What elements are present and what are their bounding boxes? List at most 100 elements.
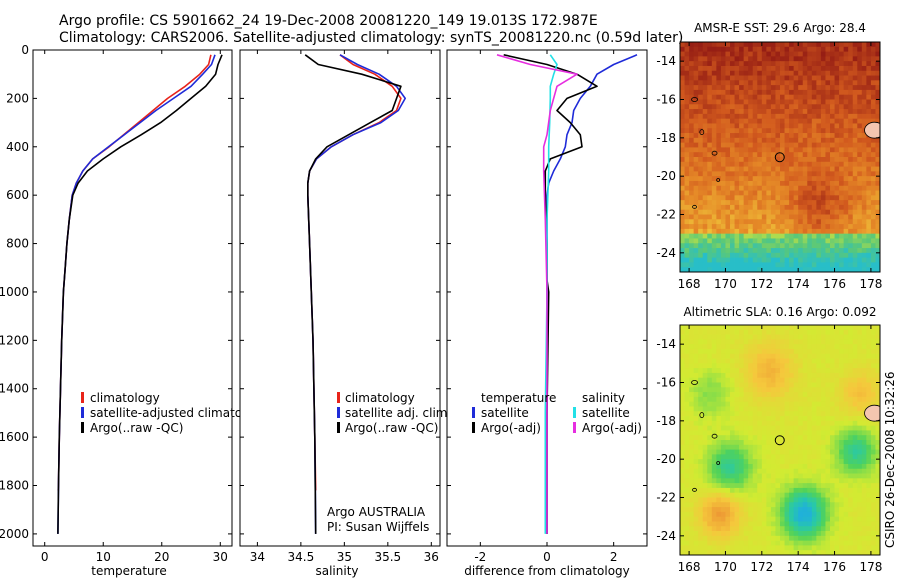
map-cell — [843, 348, 849, 355]
map-cell — [807, 65, 813, 72]
map-cell — [775, 233, 781, 239]
map-cell — [766, 507, 772, 513]
map-cell — [689, 118, 695, 124]
map-cell — [748, 353, 754, 359]
map-cell — [748, 257, 754, 263]
map-cell — [875, 75, 880, 81]
map-cell — [748, 540, 754, 546]
map-cell — [743, 200, 749, 206]
map-cell — [698, 329, 704, 335]
map-cell — [725, 233, 731, 239]
map-cell — [816, 137, 822, 144]
map-cell — [711, 459, 717, 465]
map-cell — [793, 99, 799, 105]
map-cell — [802, 128, 808, 134]
map-cell — [707, 65, 713, 72]
map-cell — [802, 449, 808, 455]
map-cell — [852, 157, 858, 163]
map-cell — [852, 387, 858, 393]
map-cell — [780, 89, 785, 96]
map-cell — [870, 353, 876, 359]
map-cell — [848, 368, 854, 374]
map-cell — [757, 171, 763, 177]
map-cell — [702, 118, 708, 124]
map-cell — [698, 358, 704, 364]
map-cell — [743, 228, 749, 235]
map-cell — [780, 540, 785, 546]
map-cell — [680, 334, 685, 340]
map-cell — [852, 440, 858, 446]
map-cell — [698, 46, 704, 52]
map-cell — [802, 416, 808, 422]
map-cell — [780, 377, 785, 383]
map-cell — [843, 257, 849, 263]
map-cell — [693, 401, 699, 407]
map-cell — [848, 238, 854, 244]
map-cell — [798, 396, 804, 403]
map-cell — [816, 372, 822, 379]
map-cell — [680, 118, 685, 124]
map-cell — [820, 339, 826, 345]
map-cell — [693, 157, 699, 163]
legend-label-satellite: satellite-adjusted climatology — [90, 406, 268, 420]
map-cell — [680, 142, 685, 148]
map-cell — [716, 478, 722, 484]
map-cell — [825, 204, 831, 211]
map-cell — [830, 545, 835, 551]
map-cell — [857, 411, 863, 417]
map-cell — [852, 502, 858, 508]
map-cell — [816, 267, 822, 272]
map-cell — [861, 176, 867, 182]
map-cell — [730, 511, 735, 518]
map-cell — [702, 392, 708, 398]
map-cell — [725, 440, 731, 446]
map-cell — [739, 473, 745, 479]
map-cell — [852, 128, 858, 134]
map-cell — [707, 94, 713, 100]
map-cell — [848, 483, 854, 489]
map-cell — [793, 406, 799, 412]
map-cell — [680, 406, 685, 412]
map-cell — [757, 334, 763, 340]
map-cell — [830, 497, 835, 503]
map-cell — [848, 411, 854, 417]
map-cell — [770, 171, 776, 177]
map-cell — [702, 382, 708, 388]
map-cell — [725, 128, 731, 134]
map-cell — [839, 325, 845, 331]
x-tick-label: 36 — [424, 550, 439, 564]
map-cell — [684, 368, 690, 374]
map-cell — [839, 526, 845, 532]
map-cell — [784, 214, 790, 220]
map-cell — [852, 65, 858, 72]
map-cell — [834, 497, 840, 503]
map-cell — [861, 325, 867, 331]
map-cell — [761, 248, 767, 254]
map-cell — [761, 454, 767, 460]
map-cell — [834, 550, 840, 555]
map-cell — [780, 99, 785, 105]
map-cell — [766, 358, 772, 364]
map-cell — [739, 142, 745, 148]
map-cell — [770, 147, 776, 153]
map-cell — [793, 372, 799, 379]
map-cell — [780, 137, 785, 144]
map-cell — [684, 444, 690, 450]
map-cell — [816, 219, 822, 225]
map-cell — [775, 142, 781, 148]
map-cell — [825, 248, 831, 254]
map-cell — [725, 406, 731, 412]
map-cell — [698, 243, 704, 249]
map-cell — [848, 200, 854, 206]
map-cell — [857, 363, 863, 369]
map-cell — [825, 161, 831, 167]
map-cell — [730, 166, 735, 172]
map-cell — [830, 200, 835, 206]
map-cell — [816, 94, 822, 100]
map-cell — [693, 353, 699, 359]
map-cell — [716, 435, 722, 441]
map-cell — [761, 180, 767, 187]
map-cell — [784, 372, 790, 379]
map-cell — [875, 94, 880, 100]
